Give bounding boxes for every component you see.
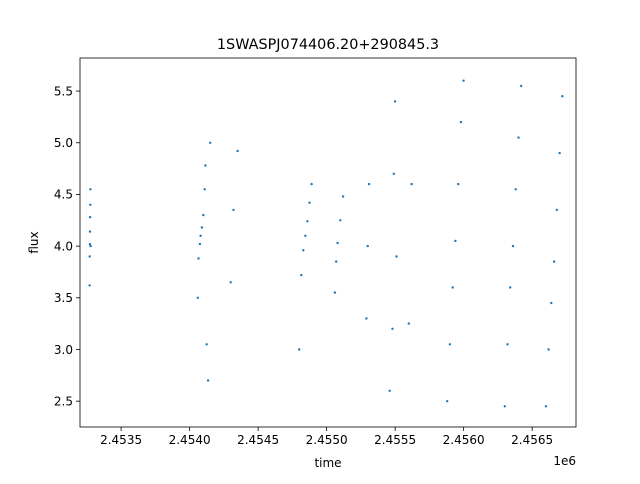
data-point [236,149,239,153]
chart-title: 1SWASPJ074406.20+290845.3 [217,37,439,53]
data-point [514,188,517,191]
y-tick-label: 3.5 [54,291,73,305]
data-point [209,141,212,144]
x-tick-label: 2.4560 [443,433,485,447]
data-point [544,405,548,408]
data-point [341,195,345,198]
data-point [393,100,397,103]
data-point [367,182,371,186]
data-point [199,234,202,237]
x-axis-ticks: 2.4535 2.4540 2.4545 2.4550 2.4555 2.4560 2.45… [100,427,553,447]
data-point [89,203,92,206]
y-axis-ticks: 2.5 3.0 3.5 4.0 4.5 5.0 5.5 [54,84,80,408]
data-point [336,241,339,245]
data-point [197,257,200,260]
data-point [304,234,307,237]
data-point [448,343,452,346]
data-point [392,172,395,175]
data-point [198,242,202,246]
data-point [335,260,338,263]
data-point [89,244,92,248]
data-point [88,230,92,233]
data-point [550,301,553,305]
data-point [88,284,91,287]
data-point [203,188,206,191]
data-point [457,182,460,186]
data-point [205,343,208,346]
data-point [520,84,523,88]
y-tick-label: 4.0 [54,239,73,253]
data-point [454,239,457,243]
data-point [89,188,92,191]
data-point [509,286,512,289]
data-point [202,213,205,217]
data-point [206,379,210,382]
y-tick-label: 3.0 [54,343,73,357]
y-tick-label: 5.5 [54,84,73,98]
data-point [232,208,235,212]
data-point [300,273,303,277]
data-point [88,242,92,246]
data-point [204,164,207,167]
data-point [229,281,232,284]
x-axis-label: time [314,456,341,470]
data-point [298,348,301,351]
data-point [366,244,369,248]
data-point [306,220,309,223]
data-point [339,219,342,222]
data-point [407,322,410,325]
data-point [310,182,313,186]
x-tick-label: 2.4540 [169,433,211,447]
data-point [552,260,556,263]
data-point [511,244,515,248]
data-point [555,208,558,212]
data-point [200,226,204,229]
data-point [561,95,564,98]
data-point [547,348,550,351]
data-point [88,216,92,219]
y-tick-label: 4.5 [54,188,73,202]
x-axis-offset-label: 1e6 [553,454,576,468]
data-point [302,249,305,252]
data-point [196,296,199,299]
data-point [333,291,337,294]
data-point [503,405,506,408]
x-tick-label: 2.4565 [511,433,553,447]
data-point [365,317,368,320]
data-point [451,286,454,289]
y-axis-label: flux [27,231,41,253]
data-point [446,400,449,403]
data-point [388,389,391,392]
y-tick-label: 2.5 [54,394,73,408]
data-point [410,182,413,186]
data-point [517,136,520,139]
x-tick-label: 2.4545 [237,433,279,447]
data-point [459,120,463,124]
data-point [88,255,91,258]
x-tick-label: 2.4535 [100,433,142,447]
data-point [395,255,398,258]
y-tick-label: 5.0 [54,136,73,150]
data-point [308,201,311,204]
data-point [391,327,394,330]
data-point [558,151,561,155]
plot-frame [79,57,577,428]
data-point [462,79,465,82]
data-point [506,343,509,346]
x-tick-label: 2.4555 [374,433,416,447]
x-tick-label: 2.4550 [306,433,348,447]
scatter-points [88,79,564,408]
